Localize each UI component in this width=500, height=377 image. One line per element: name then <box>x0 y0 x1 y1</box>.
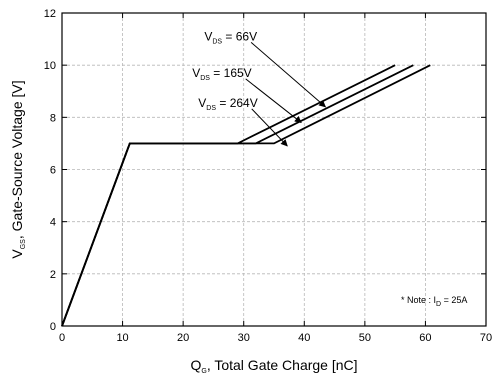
x-tick-label: 20 <box>177 332 189 344</box>
note-sub: D <box>436 301 441 308</box>
x-tick-label: 60 <box>419 332 431 344</box>
vds-annotation: VDS = 264V <box>198 96 257 112</box>
annotation-arrow <box>251 108 288 147</box>
note-text: * Note : ID = 25A <box>401 295 467 308</box>
x-tick-label: 70 <box>480 332 492 344</box>
y-axis-label-sub: GS <box>20 239 27 249</box>
x-axis-label: QG, Total Gate Charge [nC] <box>190 357 357 375</box>
y-tick-label: 12 <box>44 8 56 20</box>
annotation-arrow <box>245 78 302 123</box>
y-axis-label-main: V <box>9 249 25 259</box>
y-axis-label-rest: , Gate-Source Voltage [V] <box>9 80 25 239</box>
series-line <box>61 64 431 327</box>
y-tick-label: 8 <box>50 112 56 124</box>
vds-annotation: VDS = 165V <box>192 66 251 82</box>
y-tick-label: 4 <box>50 217 56 229</box>
series-group <box>61 64 431 327</box>
y-tick-label: 6 <box>50 165 56 177</box>
annotation-group: VDS = 66V VDS = 165V VDS = 264V <box>192 29 327 147</box>
x-tick-label: 0 <box>59 332 65 344</box>
y-axis-label: VGS, Gate-Source Voltage [V] <box>9 80 27 258</box>
x-tick-label: 30 <box>238 332 250 344</box>
x-axis-label-sub: G <box>201 368 206 375</box>
note-suffix: = 25A <box>441 295 467 305</box>
tick-group: 0 10 20 30 40 50 60 70 0 2 4 6 8 10 12 <box>44 8 492 344</box>
x-tick-label: 40 <box>298 332 310 344</box>
vds-annotation: VDS = 66V <box>204 29 257 45</box>
x-axis-label-main: Q <box>190 357 201 373</box>
y-tick-label: 2 <box>50 269 56 281</box>
annotation-arrow <box>250 42 327 108</box>
y-tick-label: 10 <box>44 60 56 72</box>
y-tick-label: 0 <box>50 321 56 333</box>
grid <box>62 13 486 326</box>
note-prefix: * Note : I <box>401 295 436 305</box>
x-tick-label: 50 <box>359 332 371 344</box>
x-axis-label-rest: , Total Gate Charge [nC] <box>207 357 358 373</box>
x-tick-label: 10 <box>116 332 128 344</box>
